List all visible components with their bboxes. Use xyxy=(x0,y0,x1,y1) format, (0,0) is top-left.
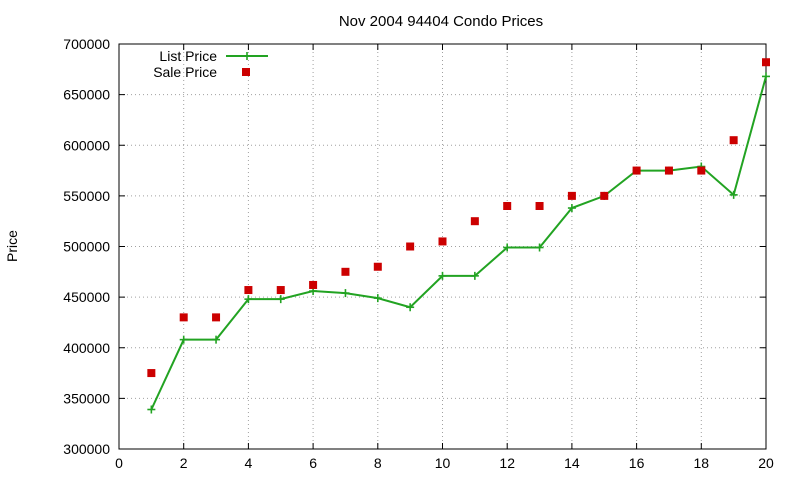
sale-price-point xyxy=(697,166,706,175)
legend-label-sale-price: Sale Price xyxy=(153,64,217,80)
sale-price-point xyxy=(762,58,770,67)
list-price-point xyxy=(438,271,447,280)
y-tick-label: 600000 xyxy=(63,137,110,153)
x-tick-label: 10 xyxy=(435,455,451,471)
sale-price-point xyxy=(276,286,285,295)
x-tick-label: 2 xyxy=(180,455,188,471)
y-tick-label: 500000 xyxy=(63,239,110,255)
gridlines xyxy=(119,44,766,449)
y-tick-label: 700000 xyxy=(63,36,110,52)
sale-price-point xyxy=(341,267,350,276)
list-price-line xyxy=(150,76,767,410)
list-price-point xyxy=(762,72,770,81)
sale-price-point xyxy=(212,313,221,322)
list-price-point xyxy=(244,295,253,304)
x-tick-label: 14 xyxy=(564,455,580,471)
list-price-point xyxy=(179,335,188,344)
x-tick-label: 4 xyxy=(245,455,253,471)
legend-swatch-sale-price xyxy=(242,68,250,76)
sale-price-point xyxy=(664,166,673,175)
sale-price-point xyxy=(470,217,479,226)
y-tick-label: 300000 xyxy=(63,441,110,457)
x-tick-label: 0 xyxy=(115,455,123,471)
data-series xyxy=(147,58,770,414)
sale-price-point xyxy=(147,369,156,378)
sale-price-point xyxy=(406,242,415,251)
y-tick-label: 650000 xyxy=(63,87,110,103)
sale-price-point xyxy=(438,237,447,246)
sale-price-point xyxy=(373,262,382,271)
sale-price-point xyxy=(179,313,188,322)
sale-price-point xyxy=(503,202,512,210)
list-price-point xyxy=(470,271,479,280)
x-tick-label: 18 xyxy=(694,455,710,471)
list-price-point xyxy=(406,303,415,312)
x-tick-label: 6 xyxy=(309,455,317,471)
list-price-point xyxy=(567,204,576,213)
legend-marker-list-price xyxy=(243,52,251,60)
x-tick-label: 8 xyxy=(374,455,382,471)
x-tick-label: 20 xyxy=(758,455,774,471)
y-tick-label: 550000 xyxy=(63,188,110,204)
list-price-point xyxy=(341,289,350,298)
list-price-point xyxy=(729,190,738,199)
y-tick-label: 400000 xyxy=(63,340,110,356)
chart-title: Nov 2004 94404 Condo Prices xyxy=(339,13,543,30)
sale-price-point xyxy=(632,166,641,175)
list-price-point xyxy=(373,294,382,303)
list-price-point xyxy=(147,405,156,414)
axes: 0 2 4 6 8 10 12 14 16 18 20 300000 350000 400000 45000… xyxy=(63,36,774,471)
sale-price-point xyxy=(600,191,609,200)
list-price-point xyxy=(276,295,285,304)
x-tick-label: 12 xyxy=(499,455,515,471)
sale-price-point xyxy=(244,286,253,295)
y-tick-label: 350000 xyxy=(63,390,110,406)
list-price-point xyxy=(535,243,544,252)
list-price-point xyxy=(212,335,221,344)
sale-price-point xyxy=(567,191,576,200)
sale-price-point xyxy=(309,280,318,289)
list-price-point xyxy=(503,243,512,252)
sale-price-point xyxy=(535,202,544,210)
y-tick-label: 450000 xyxy=(63,289,110,305)
sale-price-point xyxy=(729,136,738,145)
legend-label-list-price: List Price xyxy=(159,48,217,64)
y-axis-label: Price xyxy=(4,230,20,262)
x-tick-label: 16 xyxy=(629,455,645,471)
